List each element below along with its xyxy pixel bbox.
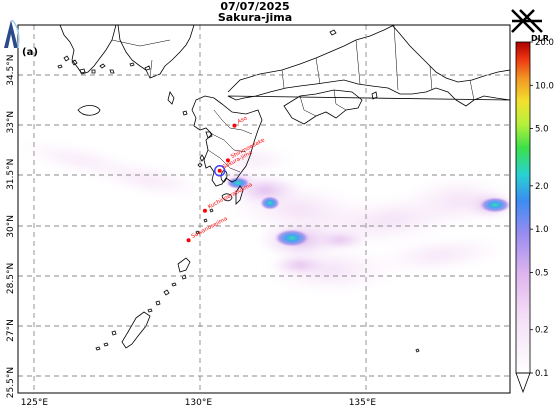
gridlines	[18, 25, 510, 393]
okinawa-coast	[121, 311, 151, 349]
left-logo	[4, 19, 20, 49]
korea-west-coast	[59, 25, 117, 75]
volcano-marker	[225, 158, 230, 163]
volcano-label: Aso	[237, 115, 249, 125]
jeju-coast	[77, 105, 101, 116]
volcano-source-ring	[213, 165, 226, 177]
colorbar-tick-label: 5.0	[535, 125, 549, 135]
colorbar-border	[515, 41, 531, 374]
colorbar-tick-label: 10.0	[535, 81, 554, 91]
lon-tick-label: 130°E	[185, 398, 213, 408]
colorbar-fill	[516, 42, 530, 373]
lon-tick-labels: 125°E 130°E 135°E	[21, 398, 377, 408]
colorbar-tick-label: 0.1	[535, 369, 549, 379]
map-frame	[17, 24, 511, 394]
prefecture-borders	[111, 25, 475, 173]
coastlines	[57, 25, 510, 353]
volcano-marker	[186, 238, 191, 243]
korea-coast	[117, 25, 195, 79]
dlr-logo-text: DLR	[531, 34, 549, 43]
colorbar-tick-label: 20.0	[535, 38, 554, 48]
colorbar-ticks: 20.0 10.0 5.0 2.0 1.0 0.5 0.2 0.1	[530, 38, 554, 379]
lat-tick-labels: 34.5°N 33°N 31.5°N 30°N 28.5°N 27°N 25.5°N	[6, 54, 16, 398]
dlr-symbol-icon	[511, 9, 543, 33]
volcano-title: Sakura-jima	[217, 11, 293, 24]
colorbar-tick-label: 1.0	[535, 225, 549, 235]
lat-tick-label: 33°N	[6, 111, 16, 134]
shikoku-coast	[283, 89, 363, 125]
lon-tick-label: 125°E	[21, 398, 49, 408]
plume-core-layer	[226, 177, 510, 247]
logo-a-swoosh	[11, 19, 20, 49]
amami-coast	[177, 257, 191, 273]
lat-tick-label: 30°N	[6, 215, 16, 238]
lat-tick-label: 34.5°N	[6, 54, 16, 85]
volcano-marker	[232, 123, 237, 128]
volcano-marker	[202, 208, 207, 213]
right-logo: DLR	[511, 9, 549, 43]
colorbar-extend-triangle	[515, 372, 531, 394]
lat-tick-label: 31.5°N	[6, 159, 16, 190]
volcano-marker	[217, 168, 222, 173]
colorbar-tick-label: 0.2	[535, 326, 549, 336]
lat-tick-label: 25.5°N	[6, 367, 16, 398]
lat-tick-label: 28.5°N	[6, 263, 16, 294]
logo-a-shape	[4, 20, 18, 48]
lon-tick-label: 135°E	[349, 398, 377, 408]
yakushima-coast	[221, 193, 233, 202]
colorbar: 20.0 10.0 5.0 2.0 1.0 0.5 0.2 0.1	[515, 38, 554, 394]
colorbar-tick-label: 0.5	[535, 268, 549, 278]
tanegashima-coast	[235, 185, 244, 205]
kyushu-coast	[191, 95, 263, 187]
map-date-title: 07/07/2025	[220, 0, 290, 13]
lat-tick-label: 27°N	[6, 319, 16, 342]
panel-label: (a)	[22, 47, 38, 58]
colorbar-tick-label: 2.0	[535, 182, 549, 192]
